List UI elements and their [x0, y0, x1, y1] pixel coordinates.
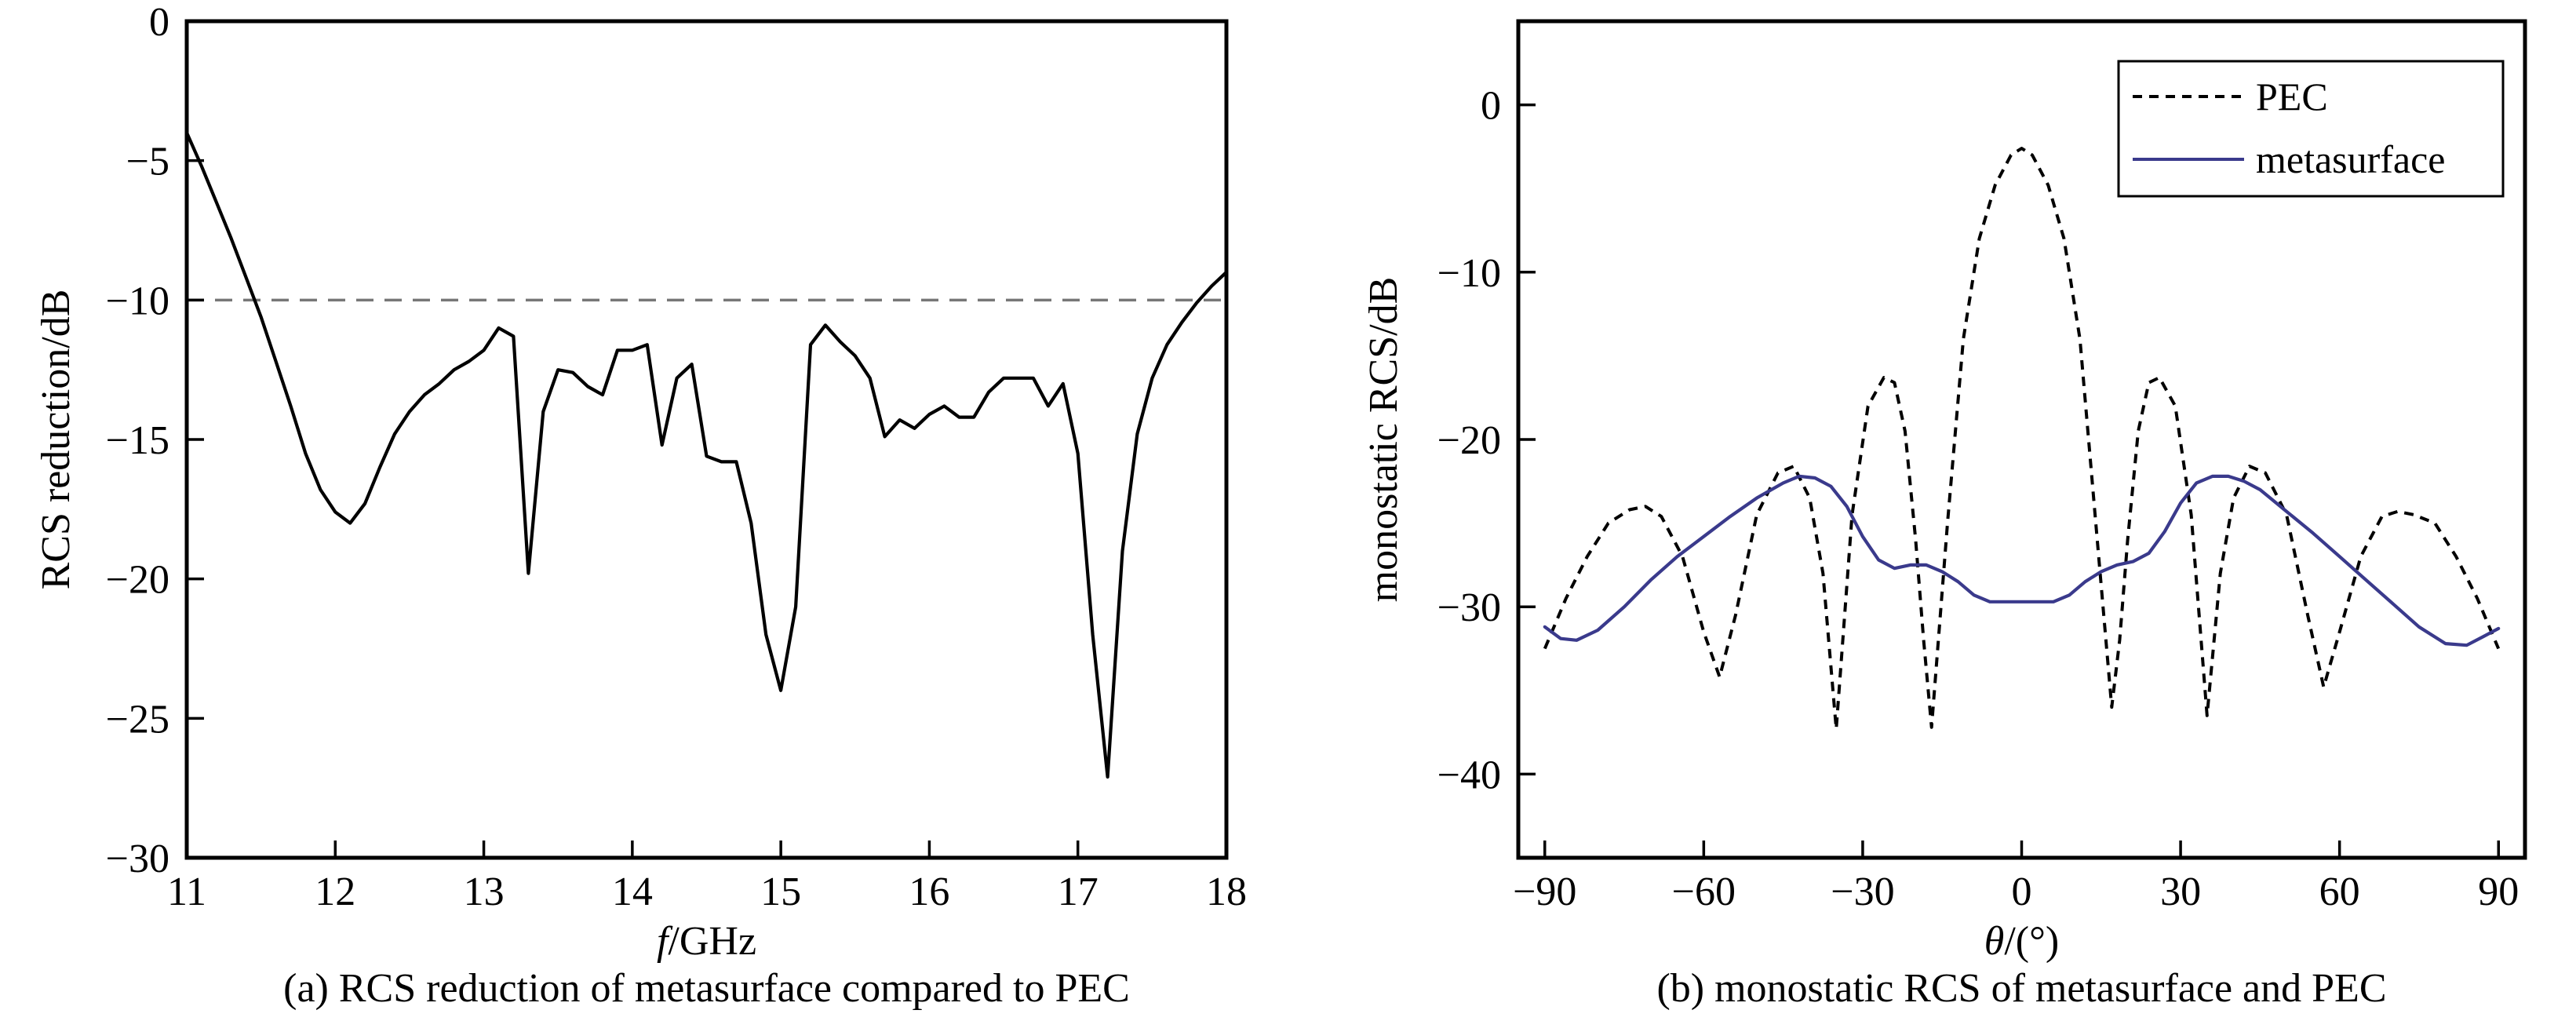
a-y-tick-label: −15 [106, 418, 169, 463]
a-y-tick-label: −10 [106, 279, 169, 323]
a-series-line-series-0 [184, 131, 1229, 779]
a-x-tick-label: 12 [315, 870, 355, 914]
b-y-tick-label: −30 [1437, 585, 1501, 630]
b-series-line-metasurface [1543, 474, 2501, 647]
panel-b-series-layer [1543, 147, 2501, 731]
a-y-tick-label: −30 [106, 837, 169, 881]
a-x-tick-label: 13 [464, 870, 505, 914]
a-y-tick-label: 0 [149, 0, 169, 45]
panel-b-x-axis-label-unit: /(°) [2004, 919, 2059, 964]
panel-b-y-axis-label: monostatic RCS/dB [1361, 277, 1406, 603]
b-x-tick-label: 60 [2319, 870, 2360, 914]
a-x-tick-label: 16 [909, 870, 949, 914]
b-y-tick-label: −40 [1437, 753, 1501, 797]
panel-b-ticks: −90 −60 −30 0 30 60 90 0 −10 −20 −30 −40 [1437, 84, 2520, 914]
panel-b-legend: PEC metasurface [2117, 60, 2505, 198]
panel-a-series-layer [184, 131, 1229, 779]
a-x-tick-label: 17 [1058, 870, 1099, 914]
b-x-tick-label: −90 [1513, 870, 1576, 914]
panel-b-x-axis-label-symbol: θ [1984, 919, 2005, 964]
b-series-line-pec [1543, 147, 2501, 731]
panel-b-x-axis-label: θ/(°) [1984, 919, 2059, 964]
b-x-tick-label: −30 [1831, 870, 1894, 914]
panel-a-caption: (a) RCS reduction of metasurface compare… [283, 966, 1130, 1011]
panel-a-x-axis-label: f/GHz [657, 919, 756, 964]
panel-b-monostatic-rcs-chart: −90 −60 −30 0 30 60 90 0 −10 −20 −30 −40 monostatic… [1361, 19, 2527, 1011]
b-x-tick-label: 0 [2012, 870, 2032, 914]
b-y-tick-label: −10 [1437, 251, 1501, 296]
a-x-tick-label: 11 [167, 870, 206, 914]
a-y-tick-label: −5 [126, 140, 169, 184]
b-x-tick-label: 90 [2478, 870, 2519, 914]
panel-a-y-axis-label: RCS reduction/dB [34, 290, 78, 590]
panel-a-plot-frame [184, 19, 1229, 860]
b-x-tick-label: −60 [1672, 870, 1736, 914]
b-x-tick-label: 30 [2160, 870, 2201, 914]
a-x-tick-label: 14 [612, 870, 653, 914]
b-y-tick-label: −20 [1437, 418, 1501, 463]
a-y-tick-label: −25 [106, 697, 169, 742]
panel-a-ticks: 11 12 13 14 15 16 17 18 0 −5 −10 −15 −20 −25 −30 [106, 0, 1247, 914]
legend-label-metasurface: metasurface [2256, 137, 2446, 181]
panel-a-x-axis-label-unit: /GHz [668, 919, 756, 964]
a-x-tick-label: 15 [760, 870, 801, 914]
panel-a-rcs-reduction-chart: 11 12 13 14 15 16 17 18 0 −5 −10 −15 −20 −25 −30 RCS r… [34, 0, 1247, 1011]
legend-box [2117, 60, 2505, 198]
a-x-tick-label: 18 [1206, 870, 1247, 914]
a-y-tick-label: −20 [106, 558, 169, 603]
b-y-tick-label: 0 [1481, 84, 1501, 129]
panel-b-caption: (b) monostatic RCS of metasurface and PE… [1656, 966, 2386, 1011]
legend-label-pec: PEC [2256, 75, 2328, 119]
